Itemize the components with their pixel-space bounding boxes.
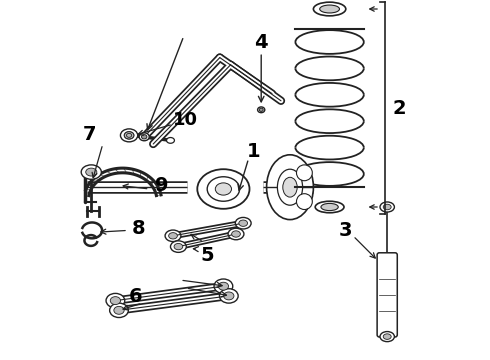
Ellipse shape	[383, 334, 391, 339]
Ellipse shape	[277, 169, 303, 205]
Ellipse shape	[321, 203, 338, 211]
Text: 3: 3	[339, 221, 352, 240]
Ellipse shape	[126, 134, 132, 138]
Ellipse shape	[319, 5, 340, 13]
Text: 5: 5	[200, 246, 214, 265]
Ellipse shape	[214, 279, 233, 293]
Ellipse shape	[380, 202, 394, 212]
Ellipse shape	[228, 228, 244, 240]
Ellipse shape	[239, 220, 247, 226]
Ellipse shape	[283, 177, 297, 197]
Ellipse shape	[223, 292, 234, 300]
Ellipse shape	[121, 129, 138, 142]
Ellipse shape	[197, 169, 249, 209]
Ellipse shape	[174, 243, 183, 250]
Ellipse shape	[314, 2, 346, 16]
Ellipse shape	[215, 183, 231, 195]
Ellipse shape	[106, 293, 125, 308]
Text: 2: 2	[393, 99, 407, 117]
Ellipse shape	[86, 168, 97, 176]
Ellipse shape	[207, 177, 240, 201]
Circle shape	[296, 165, 312, 181]
Ellipse shape	[220, 289, 238, 303]
Ellipse shape	[139, 133, 149, 141]
Ellipse shape	[259, 108, 263, 112]
Ellipse shape	[114, 306, 124, 314]
Text: 7: 7	[83, 126, 96, 144]
Ellipse shape	[167, 138, 174, 143]
Ellipse shape	[110, 297, 121, 305]
Text: 6: 6	[128, 288, 142, 306]
Ellipse shape	[81, 165, 101, 179]
Ellipse shape	[383, 204, 391, 210]
Text: 9: 9	[155, 176, 168, 195]
Ellipse shape	[218, 282, 228, 290]
Ellipse shape	[232, 231, 241, 237]
Text: 4: 4	[254, 33, 268, 52]
Ellipse shape	[110, 303, 128, 318]
Ellipse shape	[267, 155, 314, 220]
Ellipse shape	[169, 233, 177, 239]
Ellipse shape	[315, 201, 344, 213]
Text: 1: 1	[247, 142, 261, 161]
Ellipse shape	[171, 241, 186, 252]
Text: 8: 8	[132, 219, 146, 238]
Ellipse shape	[124, 132, 134, 139]
FancyBboxPatch shape	[377, 253, 397, 337]
Ellipse shape	[258, 107, 265, 113]
Ellipse shape	[235, 217, 251, 229]
Ellipse shape	[165, 230, 181, 242]
Ellipse shape	[380, 332, 394, 342]
Circle shape	[296, 194, 312, 210]
Ellipse shape	[124, 132, 134, 139]
Text: 10: 10	[173, 111, 198, 129]
Ellipse shape	[142, 135, 147, 139]
